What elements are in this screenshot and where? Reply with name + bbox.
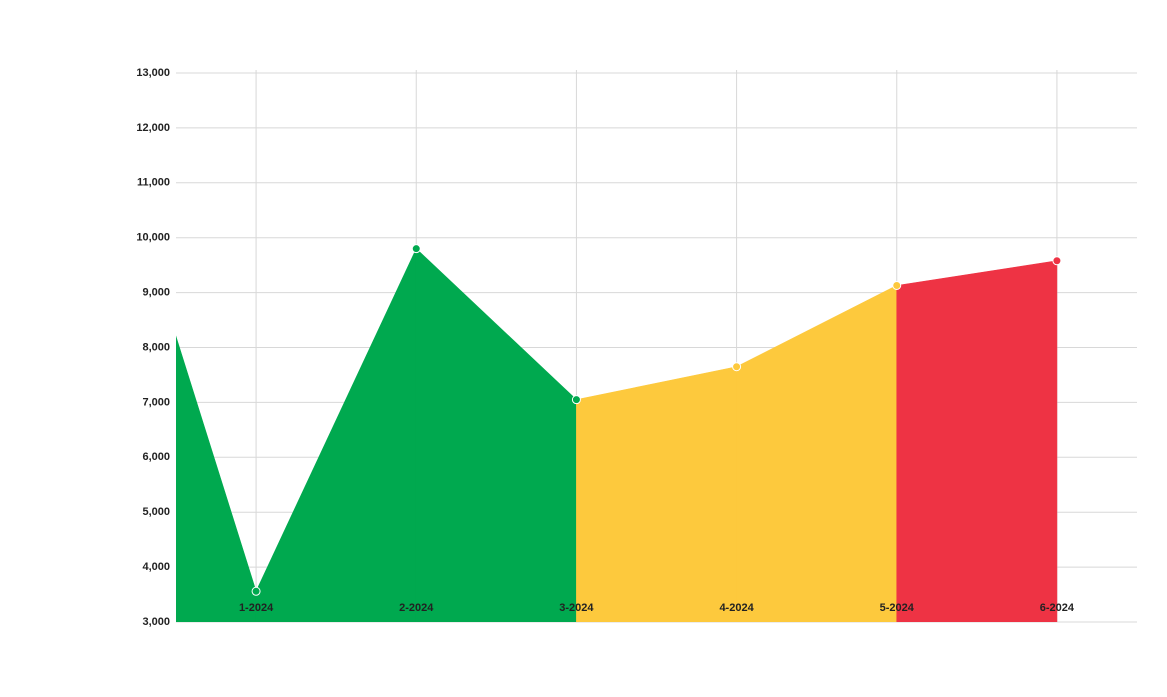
y-tick-label: 4,000 <box>142 561 170 573</box>
y-tick-label: 10,000 <box>136 232 170 244</box>
y-tick-label: 8,000 <box>142 341 170 353</box>
point <box>1052 256 1062 266</box>
y-tick-label: 13,000 <box>136 67 170 79</box>
x-tick-label: 6-2024 <box>1040 602 1075 614</box>
y-tick-label: 7,000 <box>142 396 170 408</box>
area-segment <box>176 335 257 622</box>
point <box>251 586 261 596</box>
point <box>892 280 902 290</box>
area-segment <box>415 247 577 622</box>
x-tick-label: 3-2024 <box>559 602 594 614</box>
point <box>732 362 742 372</box>
area <box>176 247 1058 622</box>
area-segment <box>255 248 417 622</box>
area-segment <box>576 366 737 622</box>
point <box>571 395 581 405</box>
point <box>411 244 421 254</box>
x-tick-label: 5-2024 <box>880 602 915 614</box>
x-tick-label: 1-2024 <box>239 602 274 614</box>
y-tick-label: 9,000 <box>142 287 170 299</box>
y-tick-label: 5,000 <box>142 506 170 518</box>
area-segment <box>896 260 1058 622</box>
y-tick-label: 6,000 <box>142 451 170 463</box>
area-segment <box>736 284 898 622</box>
y-tick-label: 11,000 <box>137 177 170 189</box>
x-tick-label: 4-2024 <box>719 602 754 614</box>
y-tick-label: 12,000 <box>136 122 170 134</box>
x-tick-label: 2-2024 <box>399 602 434 614</box>
y-tick-label: 3,000 <box>142 616 170 628</box>
